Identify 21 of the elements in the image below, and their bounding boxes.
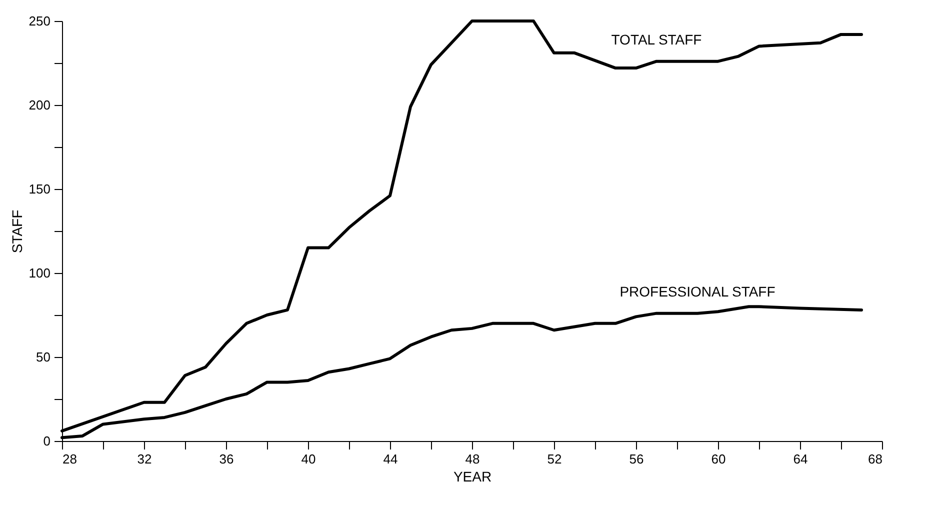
series-label: TOTAL STAFF [611,31,702,48]
x-tick-label: 60 [711,452,726,466]
y-tick-label: 250 [28,14,50,28]
x-tick-label: 48 [465,452,480,466]
x-tick-label: 32 [137,452,152,466]
series-label: PROFESSIONAL STAFF [620,283,776,300]
x-tick-label: 56 [629,452,644,466]
x-tick-label: 64 [793,452,808,466]
x-tick-label: 44 [383,452,398,466]
y-tick-label: 50 [36,350,50,364]
x-tick-label: 52 [547,452,562,466]
x-tick-label: 68 [868,452,882,466]
y-tick-label: 0 [43,434,50,448]
x-tick-label: 36 [219,452,234,466]
y-tick-label: 100 [28,266,50,280]
x-tick-label: 28 [62,452,77,466]
x-tick-label: 40 [301,452,316,466]
y-tick-label: 150 [28,182,50,196]
y-axis-title: STAFF [8,210,25,254]
y-tick-label: 200 [28,98,50,112]
x-axis-title: YEAR [453,468,492,484]
